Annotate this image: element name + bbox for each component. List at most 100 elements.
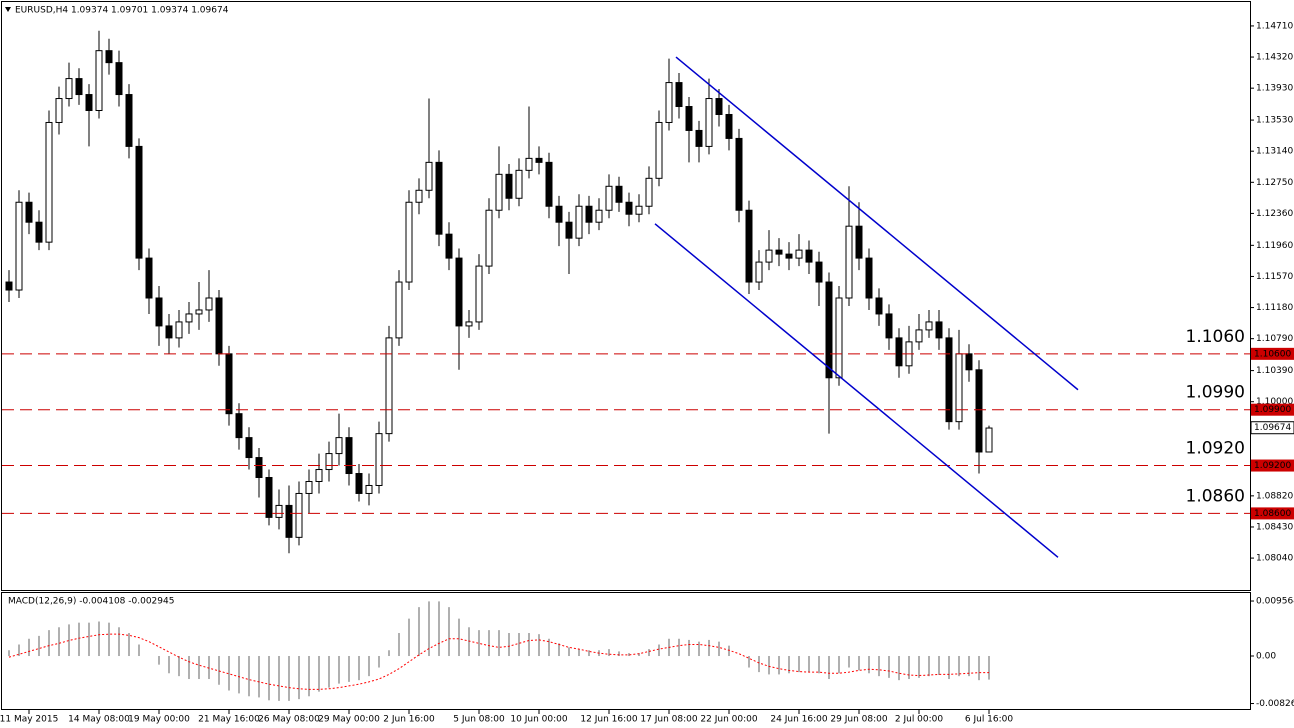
level-label: 1.0920 — [1186, 439, 1245, 459]
macd-bar — [868, 656, 870, 674]
candle-body — [525, 157, 533, 171]
macd-bar — [708, 639, 710, 657]
macd-bar — [218, 656, 220, 685]
macd-bar — [58, 627, 60, 657]
y-tick-label: -0.008264 — [1256, 699, 1294, 709]
candle-body — [395, 281, 403, 339]
macd-bar — [28, 638, 30, 657]
candle-body — [495, 173, 503, 211]
x-tick-label: 11 May 2015 — [0, 715, 58, 725]
candle-body — [205, 297, 213, 311]
level-price-label: 1.08600 — [1254, 509, 1291, 519]
level-price-box — [1251, 507, 1294, 520]
macd-bar — [798, 656, 800, 673]
candle-body — [485, 209, 493, 267]
macd-bar — [828, 656, 830, 680]
candle-body — [345, 437, 353, 475]
macd-bar — [428, 601, 430, 657]
x-tick-label: 10 Jun 00:00 — [510, 715, 567, 725]
candle-body — [545, 161, 553, 207]
level-price-box — [1251, 459, 1294, 472]
y-tick-label: 1.13530 — [1256, 116, 1293, 126]
candle-body — [235, 413, 243, 439]
macd-bar — [158, 656, 160, 665]
level-price-label: 1.09200 — [1254, 461, 1291, 471]
candle-body — [375, 433, 383, 486]
candle-body — [405, 201, 413, 283]
macd-bar — [48, 630, 50, 657]
menu-icon[interactable] — [5, 7, 11, 12]
y-tick-label: 1.13930 — [1256, 84, 1293, 94]
macd-bar — [398, 633, 400, 657]
macd-bar — [88, 622, 90, 657]
macd-bar — [548, 638, 550, 657]
y-tick-label: 1.11180 — [1256, 303, 1293, 313]
candle-body — [275, 504, 283, 518]
x-tick-label: 2 Jun 16:00 — [383, 715, 435, 725]
macd-bar — [418, 607, 420, 657]
macd-bar — [928, 656, 930, 677]
y-tick-label: 1.10790 — [1256, 334, 1293, 344]
x-tick-label: 14 May 08:00 — [68, 715, 130, 725]
y-tick-label: 1.10000 — [1256, 397, 1293, 407]
macd-bar — [138, 644, 140, 657]
macd-bar — [18, 644, 20, 657]
candle-body — [895, 337, 903, 367]
chart-title: EURUSD,H4 1.09374 1.09701 1.09374 1.0967… — [15, 6, 229, 16]
last-price-label: 1.09674 — [1254, 423, 1291, 433]
macd-bar — [608, 649, 610, 657]
macd-bar — [888, 656, 890, 678]
macd-bar — [528, 633, 530, 657]
candle-body — [165, 325, 173, 339]
macd-bar — [908, 656, 910, 680]
candle-body — [115, 62, 123, 96]
candle-body — [965, 353, 973, 371]
candle-body — [585, 205, 593, 223]
y-tick-label: 1.08430 — [1256, 522, 1293, 532]
macd-bar — [378, 656, 380, 668]
candle-body — [465, 321, 473, 327]
candle-body — [305, 480, 313, 494]
candle-body — [145, 257, 153, 299]
macd-bar — [988, 656, 990, 680]
candle-body — [785, 253, 793, 259]
macd-bar — [188, 656, 190, 680]
macd-bar — [678, 638, 680, 657]
x-tick-label: 29 Jun 08:00 — [830, 715, 887, 725]
macd-bar — [848, 656, 850, 668]
macd-bar — [198, 656, 200, 680]
candle-body — [505, 173, 513, 199]
candle-body — [445, 233, 453, 259]
candle-body — [775, 249, 783, 255]
macd-bar — [938, 656, 940, 675]
macd-bar — [438, 601, 440, 657]
macd-bar — [368, 656, 370, 677]
candle-body — [805, 249, 813, 263]
candle-body — [455, 257, 463, 327]
channel-line — [675, 56, 1079, 391]
macd-bar — [718, 641, 720, 657]
macd-bar — [248, 656, 250, 697]
candle-body — [865, 257, 873, 299]
macd-bar — [918, 656, 920, 678]
macd-bar — [288, 656, 290, 701]
x-tick-label: 19 May 00:00 — [128, 715, 190, 725]
macd-bar — [278, 656, 280, 701]
candle-body — [515, 169, 523, 199]
candle-body — [645, 177, 653, 207]
macd-bar — [788, 656, 790, 674]
candle-body — [125, 94, 133, 147]
macd-bar — [768, 656, 770, 675]
macd-bar — [268, 656, 270, 701]
macd-bar — [228, 656, 230, 691]
macd-bar — [758, 656, 760, 673]
macd-bar — [728, 645, 730, 657]
channel-line — [654, 223, 1059, 558]
macd-bar — [808, 656, 810, 673]
macd-title: MACD(12,26,9) -0.004108 -0.002945 — [8, 597, 174, 607]
macd-bar — [858, 656, 860, 671]
y-tick-label: 1.12750 — [1256, 178, 1293, 188]
level-price-label: 1.09900 — [1254, 405, 1291, 415]
macd-bar — [658, 644, 660, 657]
